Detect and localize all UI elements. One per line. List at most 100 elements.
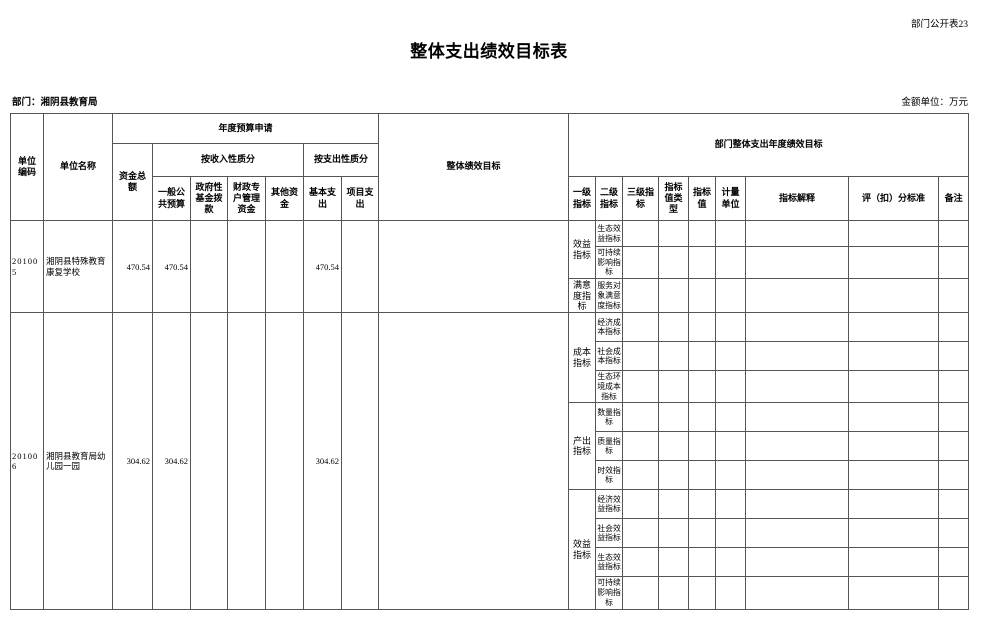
- cell-level2-indicator: 社会效益指标: [595, 518, 624, 549]
- cell-level2-indicator: 经济效益指标: [595, 489, 624, 520]
- cell-indicator-value-type: [658, 576, 690, 610]
- cell-gov-fund-allocation: [190, 219, 228, 314]
- cell-level1-indicator: 效益指标: [568, 489, 597, 610]
- cell-fiscal-account-funds: [227, 219, 266, 314]
- table-row: 效益指标 经济效益指标: [11, 489, 970, 610]
- cell-indicator-value-type: [658, 402, 690, 433]
- col-header-level3-indicator: 三级指标: [622, 176, 660, 221]
- cell-indicator-value: [688, 547, 717, 578]
- cell-basic-expenditure: 470.54: [303, 219, 342, 314]
- cell-indicator-explanation: [745, 278, 850, 314]
- col-header-level1-indicator: 一级指标: [568, 176, 597, 221]
- cell-level2-indicator: 生态效益指标: [595, 220, 624, 247]
- col-header-gov-fund-allocation: 政府性基金拨款: [190, 176, 228, 221]
- cell-indicator-value: [688, 245, 717, 280]
- table-row: 单位编码 单位名称 年度预算申请 整体绩效目标 部门整体支出年度绩效目标: [10, 113, 970, 221]
- cell-measure-unit: [715, 431, 747, 462]
- cell-indicator-value: [688, 431, 717, 462]
- col-header-unit-name: 单位名称: [43, 113, 113, 221]
- cell-project-expenditure: [340, 312, 380, 610]
- cell-indicator-value: [688, 402, 717, 433]
- col-header-fiscal-account-funds: 财政专户管理资金: [227, 176, 266, 221]
- cell-indicator-value-type: [658, 460, 690, 491]
- cell-indicator-value: [688, 460, 717, 491]
- col-header-project-expenditure: 项目支出: [340, 176, 380, 221]
- cell-indicator-explanation: [745, 518, 850, 549]
- col-header-dept-annual-performance-target: 部门整体支出年度绩效目标: [568, 113, 970, 177]
- cell-unit-code: 201005: [10, 219, 44, 314]
- cell-level3-indicator: [622, 370, 660, 404]
- cell-measure-unit: [715, 370, 747, 404]
- col-header-overall-performance-target: 整体绩效目标: [378, 113, 570, 221]
- cell-remarks: [938, 576, 970, 610]
- cell-scoring-standard: [848, 220, 940, 247]
- performance-target-table: 单位编码 单位名称 年度预算申请 整体绩效目标 部门整体支出年度绩效目标 资金总…: [10, 113, 970, 610]
- cell-scoring-standard: [848, 489, 940, 520]
- cell-basic-expenditure: 304.62: [303, 312, 342, 610]
- cell-remarks: [938, 431, 970, 462]
- cell-general-public-budget: 470.54: [152, 219, 191, 314]
- table-row: 201006 湘阴县教育局幼儿园一园 304.62 304.62 304.62 …: [10, 312, 970, 610]
- cell-indicator-explanation: [745, 370, 850, 404]
- cell-measure-unit: [715, 489, 747, 520]
- cell-level3-indicator: [622, 341, 660, 372]
- cell-indicator-value-type: [658, 220, 690, 247]
- cell-level3-indicator: [622, 518, 660, 549]
- cell-scoring-standard: [848, 431, 940, 462]
- table-row: 社会成本指标: [11, 341, 970, 372]
- cell-level2-indicator: 生态效益指标: [595, 547, 624, 578]
- col-header-indicator-value-type: 指标值类型: [658, 176, 690, 221]
- cell-indicator-value-type: [658, 245, 690, 280]
- col-header-indicator-value: 指标值: [688, 176, 717, 221]
- cell-measure-unit: [715, 312, 747, 343]
- cell-measure-unit: [715, 518, 747, 549]
- table-row: 生态效益指标: [11, 547, 970, 578]
- cell-remarks: [938, 402, 970, 433]
- col-header-level2-indicator: 二级指标: [595, 176, 624, 221]
- cell-total-funds: 470.54: [112, 219, 153, 314]
- cell-remarks: [938, 312, 970, 343]
- cell-project-expenditure: [340, 219, 380, 314]
- cell-overall-target: [378, 219, 570, 314]
- cell-indicator-value-type: [658, 489, 690, 520]
- col-header-basic-expenditure: 基本支出: [303, 176, 342, 221]
- amount-unit-label: 金额单位：万元: [901, 98, 968, 108]
- cell-remarks: [938, 220, 970, 247]
- cell-scoring-standard: [848, 402, 940, 433]
- table-row: 可持续影响指标: [11, 576, 970, 610]
- cell-indicator-value: [688, 278, 717, 314]
- cell-scoring-standard: [848, 245, 940, 280]
- cell-scoring-standard: [848, 576, 940, 610]
- cell-measure-unit: [715, 547, 747, 578]
- cell-gov-fund-allocation: [190, 312, 228, 610]
- cell-remarks: [938, 547, 970, 578]
- cell-indicator-explanation: [745, 220, 850, 247]
- cell-level1-indicator: 效益指标: [568, 219, 597, 280]
- table-row: 社会效益指标: [11, 518, 970, 549]
- cell-measure-unit: [715, 278, 747, 314]
- col-header-scoring-standard: 评（扣）分标准: [848, 176, 940, 221]
- cell-level2-indicator: 经济成本指标: [595, 312, 624, 343]
- col-header-unit-code: 单位编码: [10, 113, 44, 221]
- cell-indicator-explanation: [745, 312, 850, 343]
- cell-indicator-value-type: [658, 431, 690, 462]
- cell-remarks: [938, 460, 970, 491]
- cell-level2-indicator: 社会成本指标: [595, 341, 624, 372]
- cell-level3-indicator: [622, 431, 660, 462]
- cell-level2-indicator: 服务对象满意度指标: [595, 278, 624, 314]
- cell-level3-indicator: [622, 278, 660, 314]
- cell-indicator-value: [688, 518, 717, 549]
- cell-level3-indicator: [622, 245, 660, 280]
- cell-level3-indicator: [622, 402, 660, 433]
- cell-indicator-explanation: [745, 341, 850, 372]
- cell-total-funds: 304.62: [112, 312, 153, 610]
- cell-measure-unit: [715, 460, 747, 491]
- corner-table-number: 部门公开表23: [910, 20, 968, 30]
- cell-remarks: [938, 278, 970, 314]
- cell-indicator-value-type: [658, 312, 690, 343]
- cell-indicator-value-type: [658, 278, 690, 314]
- cell-level1-indicator: 成本指标: [568, 312, 597, 404]
- cell-indicator-explanation: [745, 431, 850, 462]
- cell-indicator-explanation: [745, 547, 850, 578]
